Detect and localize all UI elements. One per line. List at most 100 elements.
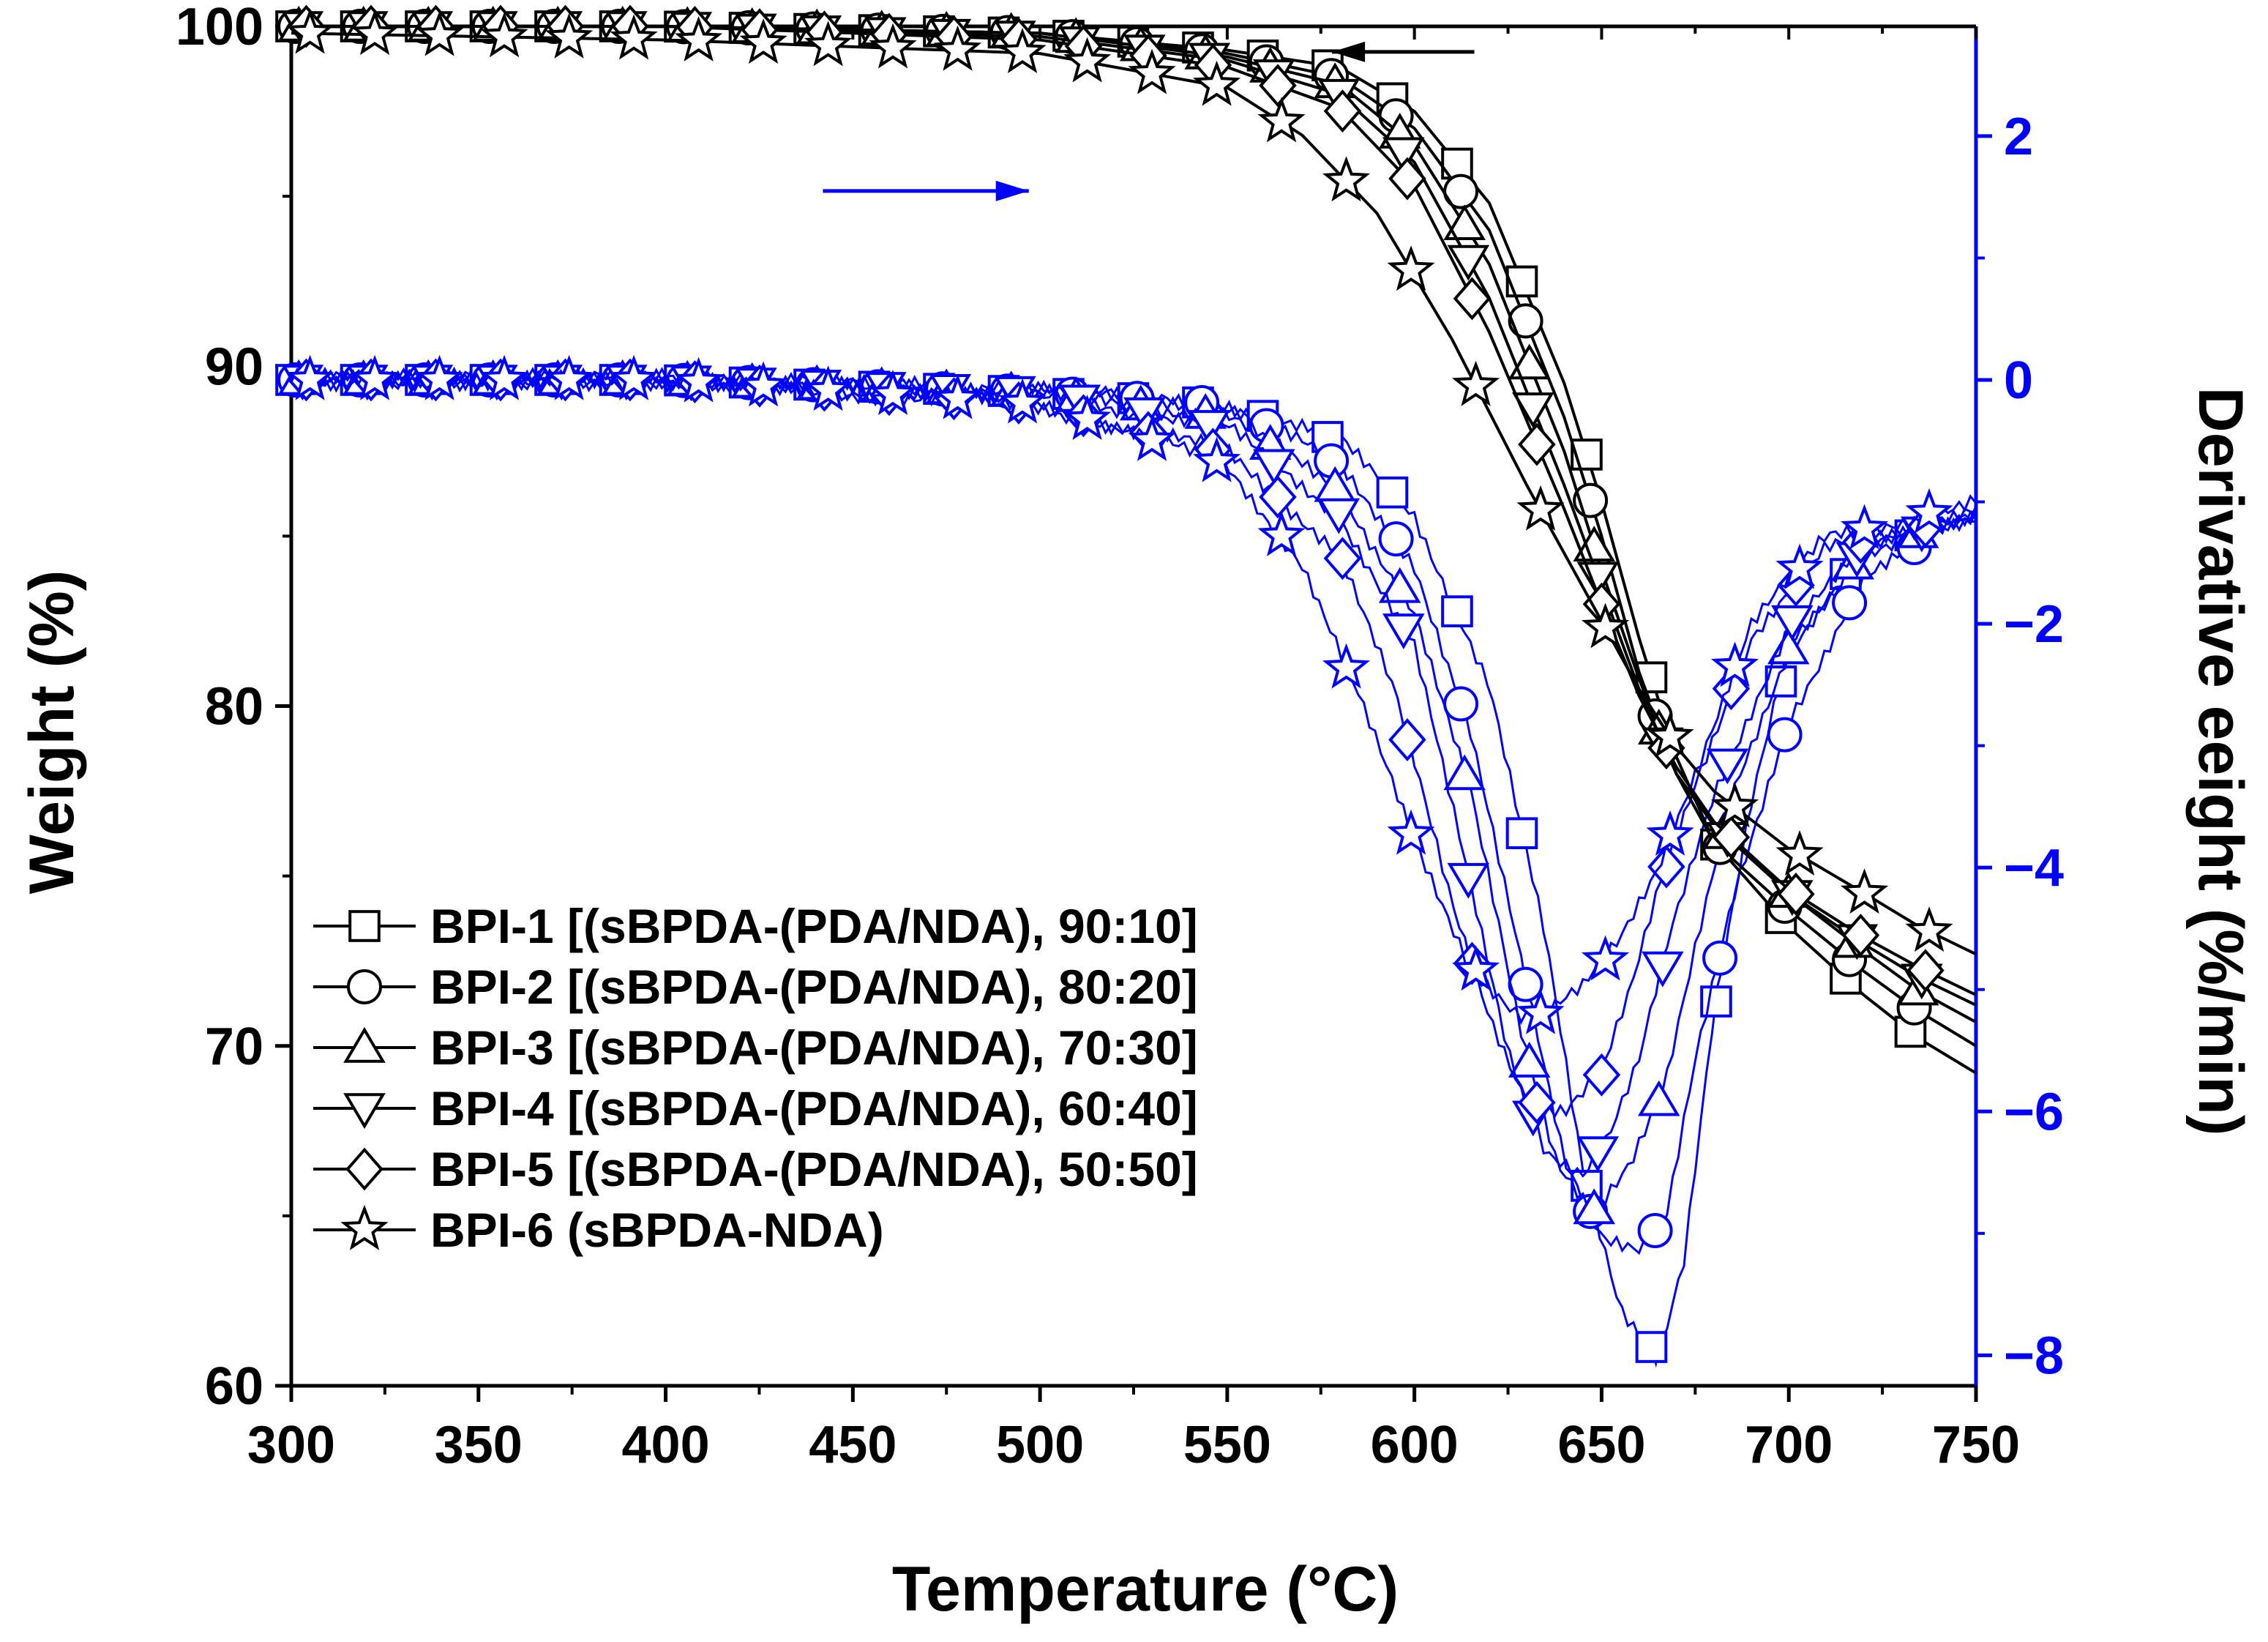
weight-point-6 [1516,485,1565,531]
weight-point-6 [1710,782,1759,828]
derivative-point-6 [1063,395,1112,440]
legend-label: BPI-4 [(sBPDA-(PDA/NDA), 60:40] [430,1081,1198,1135]
weight-point-6 [739,18,787,64]
weight-point-6 [1063,37,1112,83]
derivative-point-6 [1387,809,1435,855]
weight-point-1 [1505,265,1538,298]
weight-point-6 [933,25,982,71]
weight-point-6 [998,28,1047,73]
derivative-point-5 [1323,537,1362,581]
derivative-point-2 [1443,686,1479,722]
legend-marker [340,1204,389,1250]
y-tick-label: 90 [205,337,263,396]
derivative-point-6 [1646,810,1694,856]
weight-point-4 [1447,245,1490,281]
derivative-point-1 [1441,595,1473,627]
legend-item: BPI-3 [(sBPDA-(PDA/NDA), 70:30] [313,1020,1198,1075]
weight-line-2 [291,25,1977,1048]
derivative-point-4 [1642,951,1684,988]
derivative-point-4 [1188,410,1231,446]
weight-point-5 [1777,872,1815,916]
weight-point-6 [1322,156,1371,202]
legend-label: BPI-5 [(sBPDA-(PDA/NDA), 50:50] [430,1142,1198,1196]
weight-point-6 [1387,245,1435,291]
y-axis-title: Weight (%) [17,570,87,895]
derivative-point-6 [1581,935,1630,981]
weight-point-6 [351,10,399,56]
derivative-point-4 [1447,862,1490,899]
legend-marker [348,910,381,942]
y-tick-label: 70 [205,1018,263,1076]
legend-item: BPI-6 (sBPDA-NDA) [313,1203,884,1257]
weight-point-6 [1192,60,1241,106]
derivative-point-6 [739,361,787,407]
x-axis-title: Temperature (°C) [892,1554,1399,1624]
weight-point-6 [1775,829,1824,876]
x-tick-label: 450 [809,1416,897,1474]
derivative-point-6 [415,354,464,400]
weight-point-6 [1840,868,1889,914]
weight-point-6 [804,20,853,67]
derivative-point-6 [1451,945,1500,991]
derivative-point-4 [1382,613,1425,649]
legend-marker [347,969,382,1004]
derivative-point-3 [1378,567,1421,603]
derivative-point-4 [1706,748,1749,785]
weight-arrow-head [1332,41,1366,62]
weight-point-5 [1841,914,1880,958]
weight-point-6 [285,8,334,54]
derivative-point-6 [933,373,982,419]
weight-point-5 [1518,422,1556,466]
derivative-point-6 [1192,436,1241,482]
legend-label: BPI-3 [(sBPDA-(PDA/NDA), 70:30] [430,1020,1198,1075]
derivative-point-4 [1253,449,1295,485]
derivative-point-6 [1322,643,1371,689]
weight-point-6 [610,14,658,60]
derivative-point-6 [1840,504,1889,550]
x-tick-label: 350 [435,1416,523,1474]
derivative-point-2 [1767,717,1803,753]
derivative-point-5 [1518,1081,1556,1124]
weight-point-4 [1382,137,1425,173]
x-tick-label: 300 [247,1416,335,1474]
weight-point-2 [1508,303,1543,339]
weight-point-6 [1451,360,1500,406]
weight-point-5 [1259,64,1297,108]
weight-point-6 [1128,48,1176,94]
weight-point-6 [1257,97,1306,143]
x-tick-label: 700 [1745,1416,1833,1474]
derivative-point-4 [1576,1136,1620,1173]
x-tick-label: 400 [621,1416,709,1474]
derivative-point-6 [1710,641,1759,687]
derivative-point-4 [1771,605,1814,641]
derivative-point-4 [1123,397,1166,433]
weight-line-3 [291,25,1977,1024]
derivative-point-6 [480,354,528,400]
weight-point-5 [1906,949,1945,993]
derivative-point-6 [1257,510,1306,556]
legend-label: BPI-6 (sBPDA-NDA) [430,1203,884,1257]
derivative-point-1 [1376,476,1409,509]
derivative-point-5 [1259,475,1297,519]
weight-point-4 [1512,392,1554,428]
x-tick-label: 550 [1183,1416,1271,1474]
weight-point-1 [1571,439,1603,471]
derivative-point-2 [1378,521,1414,557]
weight-point-5 [1388,157,1426,201]
derivative-point-1 [1635,1331,1668,1363]
weight-point-6 [544,12,594,59]
derivative-point-3 [1508,1042,1551,1078]
derivative-point-5 [1582,1053,1621,1097]
legend-label: BPI-1 [(sBPDA-(PDA/NDA), 90:10] [430,899,1198,953]
x-tick-label: 500 [996,1416,1084,1474]
x-tick-label: 750 [1932,1416,2020,1474]
derivative-point-6 [869,369,917,415]
weight-arrow [1332,41,1475,62]
derivative-point-1 [1700,985,1732,1018]
legend-marker [343,1093,386,1130]
derivative-point-2 [1637,1213,1673,1249]
derivative-point-6 [610,354,658,400]
y-tick-label: 60 [205,1357,263,1416]
y2-tick-label: 2 [2004,108,2033,166]
